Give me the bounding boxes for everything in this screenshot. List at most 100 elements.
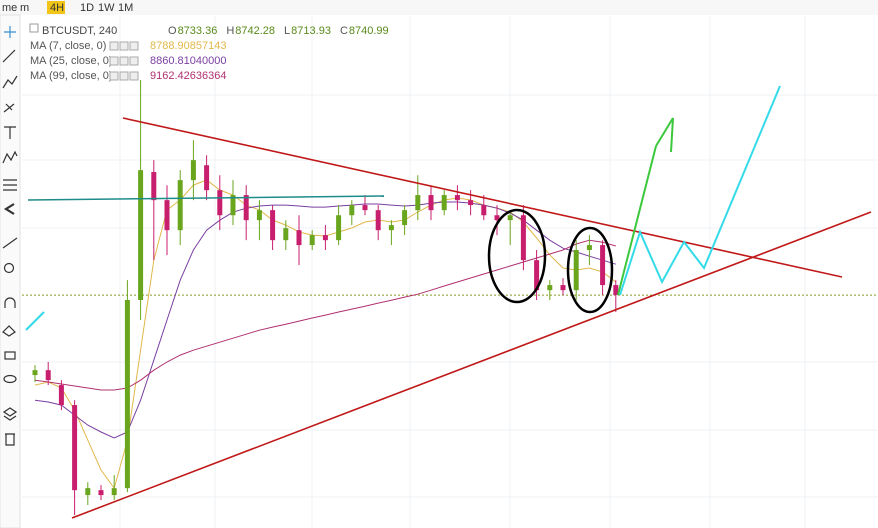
active-interval [47,1,65,14]
indicator-value: 9162.42636364 [150,70,226,82]
crosshair-tool[interactable] [4,26,16,38]
left-toolbar [0,14,21,528]
lock-tool[interactable] [4,351,16,360]
indicator-button[interactable] [119,56,129,66]
candle-body [72,405,78,491]
indicator-button[interactable] [109,41,119,51]
interval-button[interactable]: m [20,2,29,14]
ohlc-value: 8713.93 [291,25,331,37]
candle-body [349,205,355,216]
candle-body [494,215,500,221]
ohlc-value: 8742.28 [235,25,275,37]
indicator-button[interactable] [109,71,119,81]
candle-body [560,285,566,291]
candle-body [547,285,553,291]
candle-body [481,205,487,216]
resistance-line [122,117,843,278]
candle-body [111,488,117,496]
indicator-button[interactable] [129,41,139,51]
lock-draw-tool[interactable] [2,325,16,337]
candle-body [534,260,540,291]
interval-button[interactable]: 1W [98,2,115,14]
candle-body [586,245,592,250]
interval-button[interactable]: 1M [118,2,133,14]
support-line [71,211,872,519]
visibility-tool[interactable] [3,374,17,384]
candle-body [230,195,236,216]
candle-body [256,210,262,221]
line-tool[interactable] [2,49,16,63]
indicator-name: MA (25, close, 0) [30,55,113,67]
candle-body [204,165,210,191]
candle-body [138,170,144,300]
indicator-button[interactable] [119,71,129,81]
candle-body [441,195,447,211]
candle-body [322,235,328,241]
candle-body [283,228,289,241]
candle-body [124,300,130,489]
indicator-button[interactable] [129,71,139,81]
ohlc-value: 8740.99 [349,25,389,37]
candle-body [98,490,104,496]
indicator-name: MA (7, close, 0) [30,40,106,52]
horizontal-line [27,195,385,201]
candle-body [243,195,249,221]
interval-button[interactable]: me [2,2,17,14]
indicator-button[interactable] [129,56,139,66]
candle-body [415,195,421,211]
pattern-tool[interactable] [2,150,18,164]
candle-body [32,370,38,376]
candle-body [336,215,342,241]
ohlc-label: C [340,25,348,37]
interval-button[interactable]: 4H [50,2,64,14]
candle-body [177,180,183,231]
projection-path [25,311,45,331]
fib-tool[interactable] [3,179,17,191]
indicator-name: MA (99, close, 0) [30,70,113,82]
candle-body [520,215,526,261]
back-tool[interactable] [3,203,15,215]
tool-icons [2,26,18,446]
ohlc-label: H [226,25,234,37]
moving-average [34,201,616,439]
candle-body [217,190,223,216]
projection-path [619,85,781,296]
candle-body [270,210,276,241]
candle-body [296,230,302,246]
top-toolbar [0,0,878,15]
indicator-button[interactable] [119,41,129,51]
magnet-tool[interactable] [4,297,16,308]
candle-body [58,385,64,406]
candle-body [573,250,579,291]
symbol: BTCUSDT, 240 [42,25,117,37]
brush-tool[interactable] [3,103,15,113]
candle-body [45,370,51,381]
delete-tool[interactable] [5,433,15,446]
indicator-button[interactable] [109,56,119,66]
candle-body [402,210,408,226]
trend-tool[interactable] [2,75,18,89]
zoom-tool[interactable] [3,262,15,274]
candle-body [85,488,91,496]
text-tool[interactable] [4,126,16,139]
circle-marker [566,226,614,314]
indicator-value: 8788.90857143 [150,40,226,52]
candle-body [164,200,170,231]
circle-marker [487,208,547,304]
candle-body [388,225,394,231]
layers-tool[interactable] [2,407,18,421]
candle-body [468,200,474,206]
ohlc-label: O [168,25,177,37]
candle-body [309,235,315,246]
measure-tool[interactable] [2,237,18,249]
arrow [617,145,657,296]
candle-body [613,285,619,296]
candle-body [151,172,157,201]
symbol-box [29,23,39,33]
ohlc-value: 8733.36 [178,25,218,37]
arrow-head [655,117,674,153]
interval-button[interactable]: 1D [80,2,94,14]
drawings [25,85,872,519]
